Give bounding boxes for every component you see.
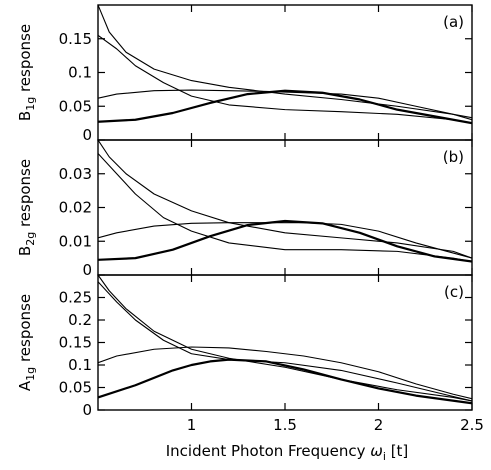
x-axis-label: Incident Photon Frequency ωi [t] — [166, 442, 409, 463]
series-line-4 — [98, 281, 472, 402]
y-axis-label: B2g response — [16, 159, 37, 256]
y-axis-label-main: B — [16, 111, 34, 121]
series-line-4 — [98, 34, 472, 124]
y-tick-label: 0.1 — [68, 64, 92, 82]
x-axis-label-subscript: i — [383, 450, 386, 463]
x-tick-label: 1.5 — [273, 416, 297, 434]
panel-label: (b) — [443, 148, 464, 166]
y-axis-label-main: A — [16, 380, 34, 391]
series-line-1 — [98, 358, 472, 405]
y-axis-label-rest: response — [16, 294, 34, 367]
series-group — [98, 5, 472, 125]
y-tick-label: 0.03 — [59, 165, 92, 183]
series-line-3 — [98, 5, 472, 121]
y-axis-label-sub: 2g — [24, 232, 37, 246]
x-axis-label-unit: [t] — [386, 442, 408, 460]
y-axis-label: B1g response — [16, 24, 37, 121]
y-axis-label-sub: 1g — [24, 97, 37, 111]
panel-b: 0 0.01 0.02 0.03 (b) B2g response — [16, 139, 473, 279]
x-tick-label: 2 — [374, 416, 384, 434]
y-tick-label: 0.2 — [68, 311, 92, 329]
y-tick-label: 0.1 — [68, 356, 92, 374]
y-tick-label: 0 — [82, 126, 92, 144]
panel-frame — [97, 274, 473, 411]
series-line-3 — [98, 275, 472, 402]
series-group — [98, 275, 472, 405]
panel-frame — [97, 4, 473, 141]
y-tick-label: 0.01 — [59, 232, 92, 250]
series-line-2 — [98, 222, 472, 259]
panel-label: (a) — [443, 13, 464, 31]
x-tick-label: 2.5 — [460, 416, 484, 434]
y-axis-label-rest: response — [16, 24, 34, 97]
series-line-3 — [98, 140, 472, 259]
y-tick-label: 0 — [82, 261, 92, 279]
series-line-4 — [98, 152, 472, 263]
panel-c: 0 0.05 0.1 0.15 0.2 0.25 (c) A1g response — [16, 274, 473, 419]
y-tick-label: 0.02 — [59, 199, 92, 217]
x-axis-label-symbol: ω — [370, 442, 383, 460]
panel-a: 0 0.05 0.1 0.15 (a) B1g response — [16, 4, 473, 144]
panel-label: (c) — [444, 283, 464, 301]
series-line-1 — [98, 219, 472, 263]
x-tick-label: 1 — [187, 416, 197, 434]
y-tick-label: 0 — [82, 401, 92, 419]
series-line-1 — [98, 89, 472, 125]
series-group — [98, 140, 472, 263]
x-axis-label-text: Incident Photon Frequency — [166, 442, 371, 460]
y-axis-label-main: B — [16, 246, 34, 256]
series-line-2 — [98, 89, 472, 119]
y-tick-label: 0.05 — [59, 97, 92, 115]
y-tick-label: 0.15 — [59, 334, 92, 352]
y-tick-label: 0.15 — [59, 30, 92, 48]
y-tick-label: 0.25 — [59, 289, 92, 307]
y-tick-label: 0.05 — [59, 379, 92, 397]
series-line-2 — [98, 346, 472, 400]
y-axis-label-sub: 1g — [24, 367, 37, 381]
y-axis-label-rest: response — [16, 159, 34, 232]
y-axis-label: A1g response — [16, 294, 37, 391]
